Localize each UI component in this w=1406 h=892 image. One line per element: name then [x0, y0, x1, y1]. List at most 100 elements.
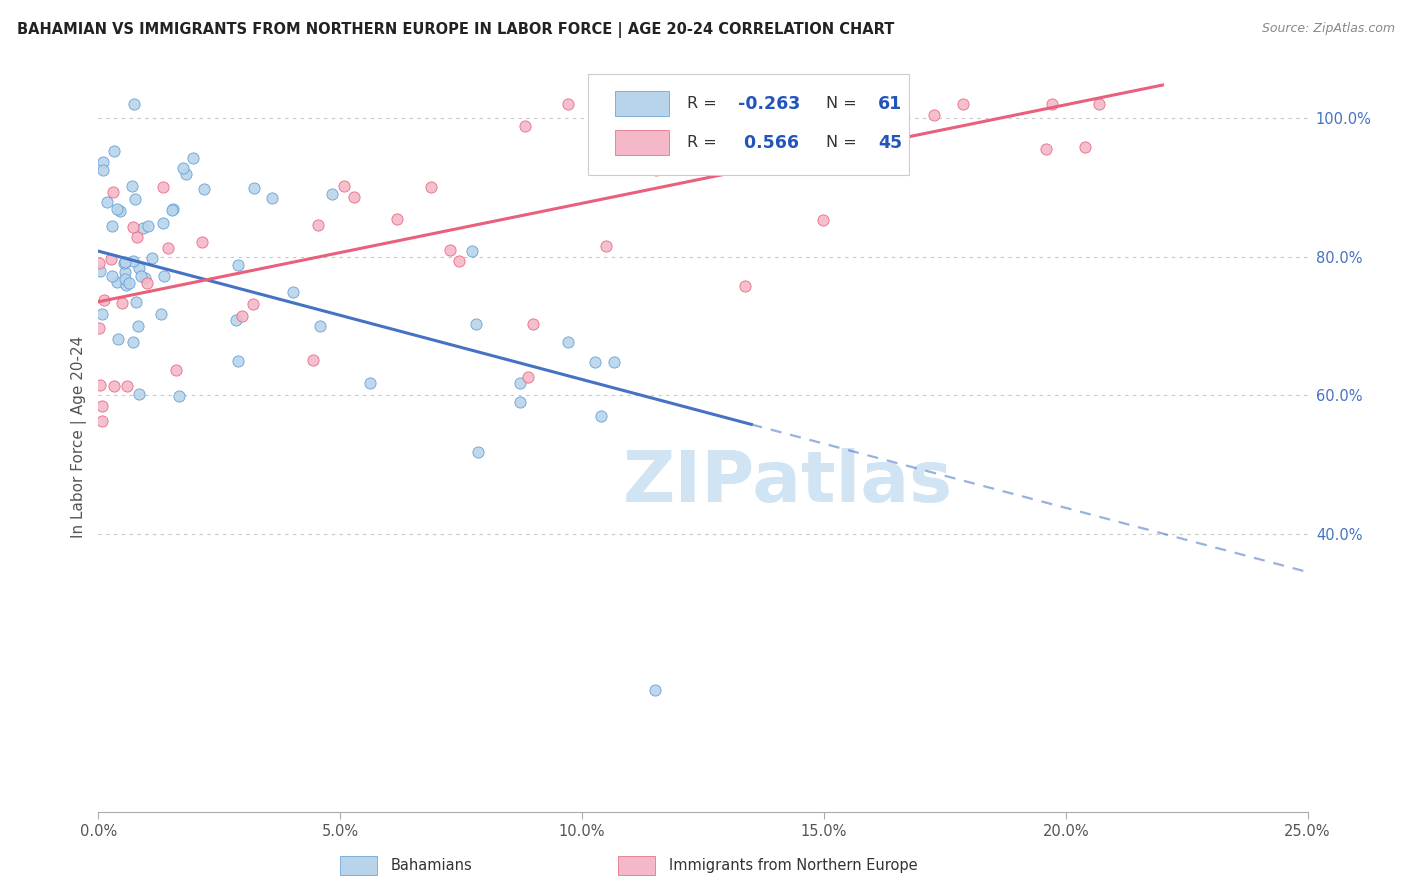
Immigrants from Northern Europe — [152, 179, 174, 194]
Immigrants from Northern Europe — [89, 378, 111, 392]
Bahamians — [107, 332, 129, 346]
Bahamians — [105, 202, 128, 217]
Bahamians — [91, 307, 114, 321]
Bahamians — [152, 216, 174, 230]
Immigrants from Northern Europe — [1040, 97, 1063, 112]
Y-axis label: In Labor Force | Age 20-24: In Labor Force | Age 20-24 — [72, 336, 87, 538]
Immigrants from Northern Europe — [644, 163, 666, 178]
Text: ZIPatlas: ZIPatlas — [623, 448, 953, 516]
Bahamians — [153, 268, 176, 283]
Bahamians — [127, 318, 149, 333]
Immigrants from Northern Europe — [301, 352, 323, 367]
Bahamians — [114, 255, 136, 269]
FancyBboxPatch shape — [588, 74, 908, 175]
Immigrants from Northern Europe — [122, 219, 145, 234]
Immigrants from Northern Europe — [89, 321, 111, 335]
Bahamians — [100, 219, 122, 233]
Bahamians — [603, 355, 626, 369]
Immigrants from Northern Europe — [747, 116, 769, 130]
Immigrants from Northern Europe — [115, 378, 138, 392]
Bahamians — [114, 265, 136, 279]
Bahamians — [589, 409, 612, 424]
Bahamians — [115, 278, 138, 293]
Immigrants from Northern Europe — [420, 180, 443, 194]
Bahamians — [122, 97, 145, 112]
Bahamians — [193, 182, 215, 196]
Bahamians — [309, 319, 332, 334]
Immigrants from Northern Europe — [191, 235, 214, 249]
Immigrants from Northern Europe — [343, 190, 366, 204]
Bahamians — [162, 202, 184, 216]
Bahamians — [160, 203, 183, 218]
Text: N =: N = — [827, 96, 862, 112]
Text: 45: 45 — [879, 134, 903, 152]
Text: N =: N = — [827, 135, 862, 150]
Bahamians — [105, 275, 128, 289]
Bahamians — [136, 219, 159, 234]
Immigrants from Northern Europe — [100, 252, 122, 267]
Bahamians — [281, 285, 304, 299]
Bahamians — [132, 221, 155, 235]
Text: 61: 61 — [879, 95, 903, 112]
Bahamians — [89, 264, 111, 278]
Immigrants from Northern Europe — [595, 239, 617, 253]
Bahamians — [464, 317, 486, 331]
Bahamians — [103, 144, 125, 158]
Immigrants from Northern Europe — [127, 230, 149, 244]
Immigrants from Northern Europe — [333, 178, 356, 193]
Immigrants from Northern Europe — [385, 212, 408, 227]
Immigrants from Northern Europe — [449, 253, 471, 268]
Bahamians — [242, 181, 264, 195]
Immigrants from Northern Europe — [307, 218, 329, 232]
Bahamians — [557, 334, 579, 349]
Text: Immigrants from Northern Europe: Immigrants from Northern Europe — [669, 858, 918, 873]
Bar — [614, 91, 669, 116]
Bahamians — [118, 276, 141, 290]
Bahamians — [91, 155, 114, 169]
Immigrants from Northern Europe — [156, 241, 179, 255]
Bahamians — [644, 683, 666, 698]
Text: 0.566: 0.566 — [738, 134, 799, 152]
Bahamians — [125, 295, 148, 310]
Immigrants from Northern Europe — [952, 97, 974, 112]
Text: R =: R = — [688, 96, 723, 112]
Immigrants from Northern Europe — [1074, 140, 1097, 154]
Bahamians — [112, 256, 135, 270]
Bahamians — [128, 387, 150, 401]
Immigrants from Northern Europe — [90, 399, 112, 413]
Bahamians — [225, 313, 247, 327]
Immigrants from Northern Europe — [165, 362, 187, 376]
Bahamians — [149, 307, 172, 321]
Bahamians — [262, 190, 284, 204]
Text: BAHAMIAN VS IMMIGRANTS FROM NORTHERN EUROPE IN LABOR FORCE | AGE 20-24 CORRELATI: BAHAMIAN VS IMMIGRANTS FROM NORTHERN EUR… — [17, 22, 894, 38]
Immigrants from Northern Europe — [922, 108, 945, 122]
Bahamians — [359, 376, 381, 391]
Bahamians — [467, 445, 489, 459]
Bahamians — [508, 395, 530, 409]
Immigrants from Northern Europe — [734, 278, 756, 293]
Immigrants from Northern Europe — [231, 310, 253, 324]
Bahamians — [181, 151, 204, 165]
Bahamians — [141, 251, 163, 265]
Bahamians — [131, 268, 153, 283]
Bahamians — [172, 161, 194, 175]
Immigrants from Northern Europe — [439, 243, 461, 257]
Text: Source: ZipAtlas.com: Source: ZipAtlas.com — [1261, 22, 1395, 36]
Bahamians — [110, 203, 132, 218]
Text: R =: R = — [688, 135, 723, 150]
Bahamians — [122, 335, 145, 350]
Immigrants from Northern Europe — [103, 379, 125, 393]
Bahamians — [509, 376, 531, 390]
Immigrants from Northern Europe — [681, 97, 703, 112]
Text: -0.263: -0.263 — [738, 95, 800, 112]
Bahamians — [321, 186, 343, 201]
Text: Bahamians: Bahamians — [391, 858, 472, 873]
Bahamians — [167, 389, 190, 403]
Immigrants from Northern Europe — [557, 97, 579, 112]
Immigrants from Northern Europe — [242, 297, 264, 311]
Bar — [614, 130, 669, 155]
Bahamians — [134, 271, 156, 285]
Immigrants from Northern Europe — [522, 318, 544, 332]
Bahamians — [124, 192, 146, 206]
Immigrants from Northern Europe — [1087, 97, 1109, 112]
